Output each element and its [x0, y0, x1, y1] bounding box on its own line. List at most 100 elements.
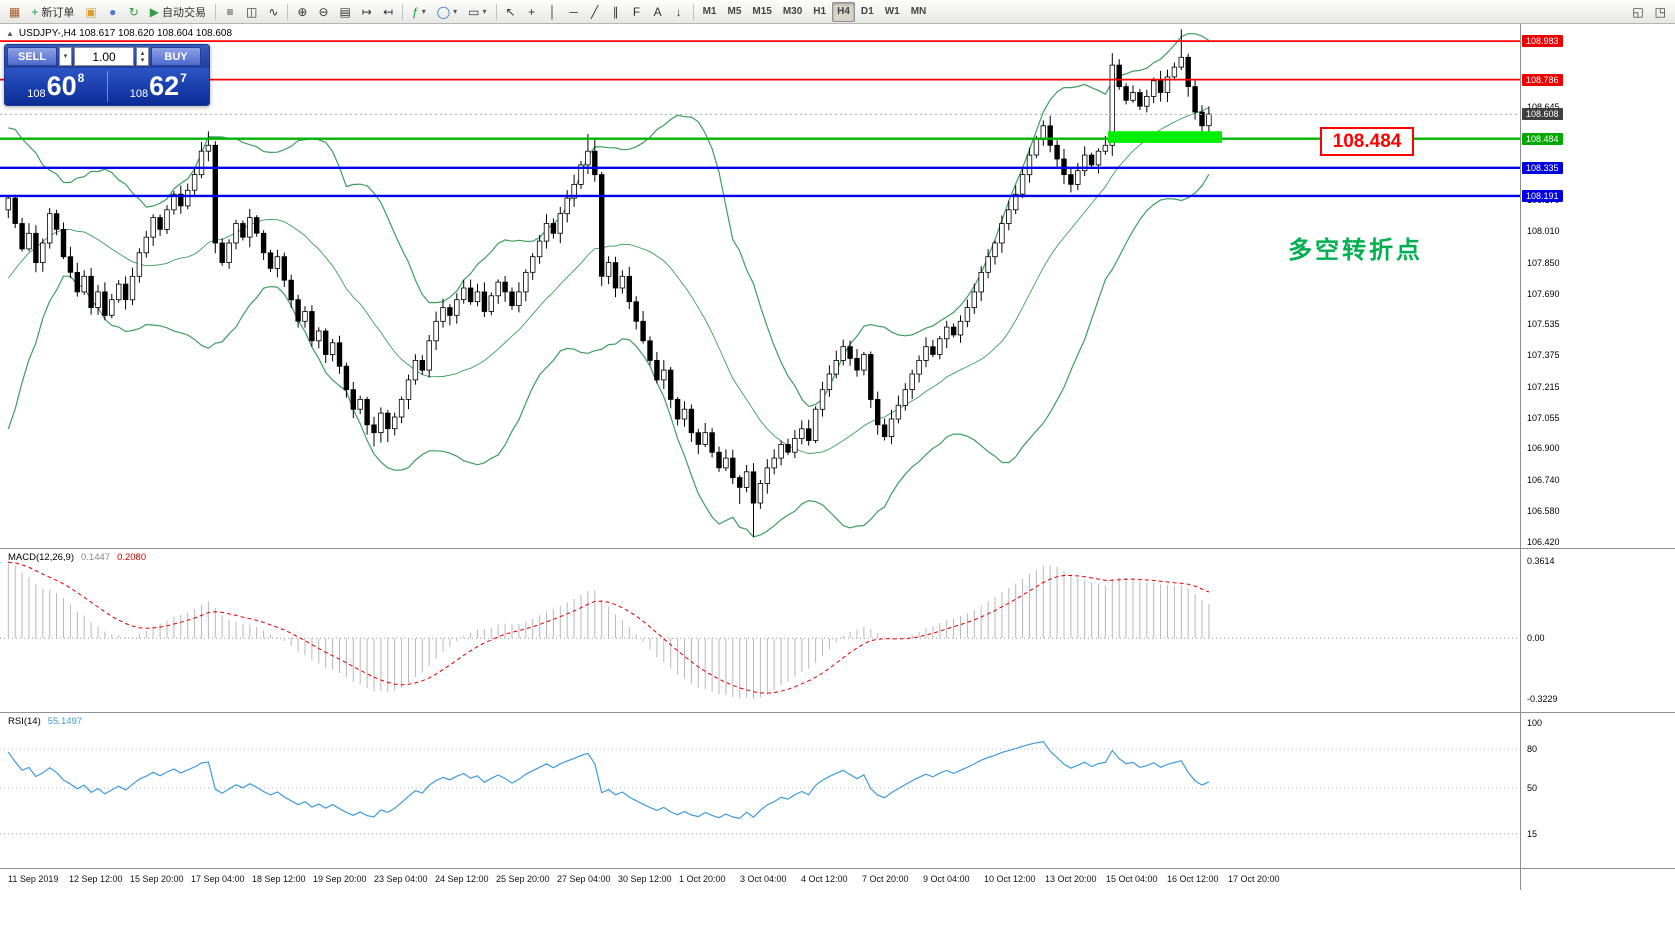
arrows-button[interactable]: ↓ [669, 2, 689, 22]
auto-trading-button[interactable]: ▶ 自动交易 [145, 2, 211, 22]
tf-m5-button[interactable]: M5 [722, 2, 746, 22]
cursor-button[interactable]: ↖ [501, 2, 521, 22]
horizontal-line-button[interactable]: ─ [564, 2, 584, 22]
date-label: 12 Sep 12:00 [69, 874, 123, 884]
templates-dropdown-button[interactable]: ▭ ▾ [463, 2, 491, 22]
price-tick: 107.215 [1527, 381, 1560, 392]
volume-dropdown-button[interactable]: ▾ [59, 47, 72, 66]
candlestick-chart-icon: ◫ [246, 4, 258, 19]
bid-price[interactable]: 108 60 8 [5, 68, 107, 105]
history-center-button[interactable]: ▣ [80, 2, 101, 22]
rsi-panel[interactable]: RSI(14) 55.1497 100 80 50 15 [0, 712, 1675, 868]
tf-m30-button[interactable]: M30 [778, 2, 807, 22]
chart-shift-button[interactable]: ↤ [378, 2, 398, 22]
tf-h4-button[interactable]: H4 [832, 1, 855, 22]
price-tag: 108.335 [1522, 161, 1563, 174]
date-label: 30 Sep 12:00 [618, 874, 672, 884]
date-label: 27 Sep 04:00 [557, 874, 611, 884]
fibonacci-icon: F [632, 4, 641, 19]
date-label: 1 Oct 20:00 [679, 874, 726, 884]
macd-label: MACD(12,26,9) 0.1447 0.2080 [8, 552, 146, 563]
tf-mn-button[interactable]: MN [906, 2, 932, 22]
tf-h1-button[interactable]: H1 [808, 2, 831, 22]
toolbar-separator [495, 3, 497, 20]
toolbar-separator [692, 3, 694, 20]
tf-d1-button[interactable]: D1 [856, 2, 879, 22]
price-tick: 107.535 [1527, 319, 1560, 330]
ask-price[interactable]: 108 62 7 [108, 68, 210, 105]
macd-name: MACD(12,26,9) [8, 552, 74, 563]
tf-h4-button-label: H4 [837, 6, 850, 17]
accounts-button[interactable]: ● [103, 2, 123, 22]
price-axis[interactable]: 108.645108.170108.010107.850107.690107.5… [1520, 24, 1675, 548]
crosshair-button[interactable]: + [522, 2, 542, 22]
indicators-dropdown-button[interactable]: ƒ ▾ [407, 2, 431, 22]
price-callout-label[interactable]: 108.484 [1320, 127, 1414, 156]
rsi-chart[interactable] [0, 713, 1675, 869]
zoom-out-button[interactable]: ⊖ [313, 2, 333, 22]
annotation-text[interactable]: 多空转折点 [1288, 237, 1423, 264]
text-label-button[interactable]: A [648, 2, 668, 22]
sell-button[interactable]: SELL [7, 47, 57, 66]
price-tick: 106.900 [1527, 443, 1560, 454]
macd-chart[interactable] [0, 549, 1675, 713]
rsi-label: RSI(14) 55.1497 [8, 716, 82, 727]
history-center-icon: ▣ [85, 4, 97, 19]
volume-input[interactable] [74, 47, 134, 66]
vertical-line-icon: │ [548, 4, 557, 19]
window-menu-button[interactable]: ◳ [1650, 2, 1671, 22]
trendline-button[interactable]: ╱ [585, 2, 605, 22]
candlestick-chart[interactable] [0, 24, 1675, 548]
date-label: 15 Oct 04:00 [1106, 874, 1158, 884]
zoom-out-icon: ⊖ [318, 4, 329, 19]
tile-windows-button[interactable]: ▤ [335, 2, 356, 22]
periods-dropdown-button[interactable]: ◯ ▾ [432, 2, 462, 22]
volume-stepper[interactable]: ▴ ▾ [136, 47, 149, 66]
date-label: 4 Oct 12:00 [801, 874, 848, 884]
macd-panel[interactable]: MACD(12,26,9) 0.1447 0.2080 0.3614 0.00 -0… [0, 548, 1675, 712]
date-label: 3 Oct 04:00 [740, 874, 787, 884]
zoom-in-button[interactable]: ⊕ [292, 2, 312, 22]
rsi-scale-100: 100 [1527, 718, 1543, 728]
fibonacci-button[interactable]: F [627, 2, 647, 22]
new-window-button[interactable]: ◱ [1627, 2, 1648, 22]
trendline-icon: ╱ [590, 4, 599, 19]
refresh-button[interactable]: ↻ [124, 2, 144, 22]
vertical-line-button[interactable]: │ [543, 2, 563, 22]
new-chart-button[interactable]: ▦ [4, 2, 25, 22]
date-label: 11 Sep 2019 [8, 874, 59, 884]
accounts-icon: ● [109, 4, 117, 19]
main-chart-panel[interactable]: ▲ USDJPY-,H4 108.617 108.620 108.604 108… [0, 24, 1675, 548]
price-axis-separator[interactable] [1520, 24, 1521, 890]
new-order-button[interactable]: + 新订单 [26, 2, 79, 22]
tf-m15-button[interactable]: M15 [747, 2, 776, 22]
empty-area [0, 890, 1675, 947]
bar-chart-button[interactable]: ≡ [220, 2, 240, 22]
step-down-icon: ▾ [140, 56, 145, 64]
candlestick-chart-button[interactable]: ◫ [241, 2, 262, 22]
periods-dropdown-icon: ◯ [436, 4, 451, 19]
date-label: 25 Sep 20:00 [496, 874, 550, 884]
date-label: 18 Sep 12:00 [252, 874, 306, 884]
price-tick: 107.375 [1527, 350, 1560, 361]
tf-m1-button[interactable]: M1 [698, 2, 722, 22]
caret-down-icon: ▾ [482, 7, 487, 16]
buy-button[interactable]: BUY [151, 47, 201, 66]
arrows-icon: ↓ [675, 4, 682, 19]
tf-d1-button-label: D1 [860, 6, 874, 17]
tf-w1-button[interactable]: W1 [880, 2, 905, 22]
price-tag: 108.983 [1522, 35, 1563, 48]
rsi-scale-50: 50 [1527, 783, 1538, 793]
auto-scroll-button[interactable]: ↦ [357, 2, 377, 22]
collapse-panel-icon[interactable]: ▲ [6, 29, 14, 38]
line-chart-icon: ∿ [268, 4, 279, 19]
time-axis[interactable]: 11 Sep 2019 12 Sep 12:00 15 Sep 20:00 17 Se… [0, 868, 1675, 890]
auto-trading-icon: ▶ [149, 4, 159, 19]
line-chart-button[interactable]: ∿ [263, 2, 283, 22]
date-label: 17 Oct 20:00 [1228, 874, 1280, 884]
caret-down-icon: ▾ [63, 53, 68, 60]
channel-button[interactable]: ∥ [606, 2, 626, 22]
chart-shift-icon: ↤ [382, 4, 393, 19]
new-chart-icon: ▦ [9, 4, 21, 19]
